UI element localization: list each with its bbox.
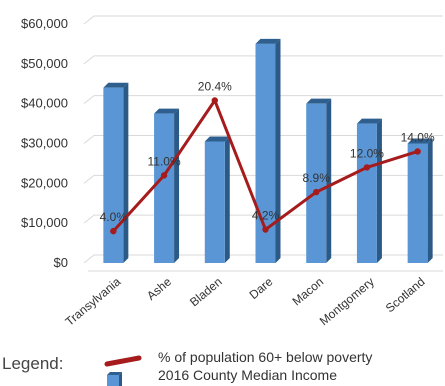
x-tick-label: Dare [247, 274, 276, 302]
legend-title: Legend: [2, 354, 64, 373]
line-point [262, 226, 269, 233]
data-label: 4.2% [252, 209, 280, 223]
line-point [363, 164, 371, 171]
data-label: 20.4% [198, 79, 232, 93]
legend-bar-label: 2016 County Median Income [158, 367, 337, 383]
x-tick-label: Transylvania [63, 274, 124, 328]
y-tick-label: $30,000 [21, 136, 68, 151]
bar [356, 118, 382, 263]
y-tick-label: $0 [54, 255, 68, 270]
data-label: 8.9% [303, 171, 331, 185]
x-tick-label: Scotland [383, 275, 428, 316]
bar [103, 82, 129, 263]
legend-line-label: % of population 60+ below poverty [158, 349, 373, 365]
bar [154, 108, 180, 263]
line-point [211, 97, 218, 104]
gridline [83, 15, 443, 25]
gridline [83, 95, 443, 105]
line-point [414, 148, 421, 155]
y-tick-label: $10,000 [21, 215, 68, 230]
data-label: 12.0% [350, 146, 384, 160]
chart-svg: $60,000 $50,000 $40,000 $30,000 $20,000 $10,0… [21, 15, 443, 329]
x-tick-label: Bladen [187, 275, 225, 310]
bar [306, 98, 332, 264]
x-tick-label: Montgomery [317, 275, 377, 329]
gridlines [83, 15, 443, 272]
line-series [110, 97, 421, 235]
data-label: 14.0% [401, 130, 435, 144]
line-point [110, 227, 117, 235]
y-axis: $60,000 $50,000 $40,000 $30,000 $20,000 $10,0… [21, 16, 68, 270]
y-tick-label: $40,000 [21, 96, 68, 111]
y-tick-label: $60,000 [21, 16, 68, 31]
legend-bar-swatch [107, 372, 122, 386]
bar [407, 138, 433, 263]
x-tick-label: Macon [290, 275, 327, 309]
legend-swatches [104, 355, 142, 386]
bar [255, 38, 281, 263]
y-tick-label: $20,000 [21, 175, 68, 190]
legend-line-swatch [104, 355, 142, 367]
line-point [160, 172, 168, 179]
x-tick-label: Ashe [144, 274, 174, 303]
data-label: 11.0% [148, 154, 181, 168]
x-axis: Transylvania Ashe Bladen Dare MaconMontgomer… [63, 274, 428, 328]
gridline [83, 55, 443, 65]
bar [204, 136, 230, 263]
data-labels: 4.0% 11.0% 20.4% 4.2% 8.9% 12.0% 14.0% [100, 79, 435, 224]
data-label: 4.0% [100, 210, 128, 224]
line-point [313, 188, 320, 196]
y-tick-label: $50,000 [21, 56, 68, 71]
